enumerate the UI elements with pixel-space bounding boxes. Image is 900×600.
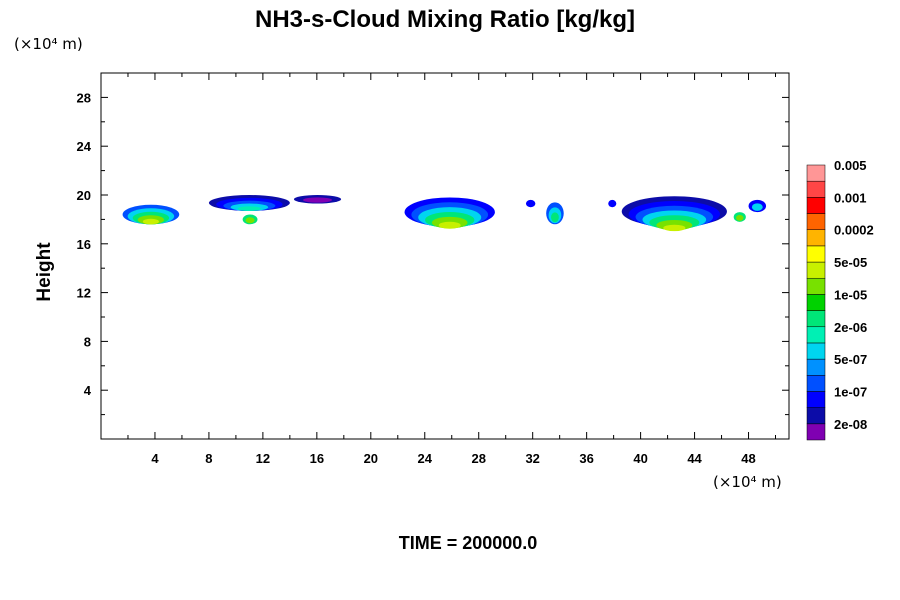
colorbar-label: 0.0002 bbox=[834, 223, 874, 238]
colorbar-label: 5e-07 bbox=[834, 352, 867, 367]
y-tick-label: 4 bbox=[84, 383, 92, 398]
colorbar-label: 0.001 bbox=[834, 190, 867, 205]
cloud-contour bbox=[663, 224, 686, 232]
colorbar: 2e-08 1e-07 5e-07 2e-06 1e-05 5e-05 0.0002 0.00… bbox=[806, 158, 874, 441]
plot-frame bbox=[100, 72, 790, 440]
y-axis-unit-label: (×10⁴ m) bbox=[14, 35, 83, 53]
cloud-contour bbox=[142, 218, 160, 225]
colorbar-swatch bbox=[806, 391, 826, 408]
colorbar-swatch bbox=[806, 277, 826, 295]
y-tick-label: 8 bbox=[84, 334, 91, 349]
cloud-contour bbox=[245, 217, 255, 224]
y-tick-label: 24 bbox=[77, 139, 92, 154]
colorbar-swatch bbox=[806, 213, 826, 230]
cloud-contour bbox=[751, 203, 763, 211]
y-tick-label: 28 bbox=[77, 90, 91, 105]
colorbar-swatch bbox=[806, 245, 826, 263]
y-axis-label: Height bbox=[34, 242, 55, 302]
colorbar-label: 1e-05 bbox=[834, 287, 867, 302]
x-tick-label: 8 bbox=[205, 451, 212, 466]
colorbar-label: 1e-07 bbox=[834, 384, 867, 399]
colorbar-swatch bbox=[806, 180, 826, 198]
colorbar-swatch bbox=[806, 358, 826, 376]
colorbar-swatch bbox=[806, 261, 826, 279]
x-tick-label: 40 bbox=[633, 451, 647, 466]
x-tick-label: 4 bbox=[151, 451, 159, 466]
colorbar-swatch bbox=[806, 423, 826, 441]
cloud-contour bbox=[608, 199, 617, 208]
x-tick-label: 28 bbox=[471, 451, 485, 466]
x-tick-label: 48 bbox=[741, 451, 755, 466]
x-axis-unit-label: (×10⁴ m) bbox=[713, 473, 782, 491]
cloud-contour bbox=[551, 212, 559, 223]
cloud-contour bbox=[525, 199, 536, 208]
cloud-field bbox=[122, 195, 767, 232]
colorbar-label: 0.005 bbox=[834, 158, 867, 173]
colorbar-swatch bbox=[806, 229, 826, 247]
colorbar-swatch bbox=[806, 407, 826, 425]
colorbar-swatch bbox=[806, 294, 826, 311]
y-tick-label: 20 bbox=[77, 188, 91, 203]
colorbar-swatch bbox=[806, 164, 826, 182]
colorbar-swatch bbox=[806, 197, 826, 214]
x-tick-label: 16 bbox=[310, 451, 324, 466]
y-tick-label: 16 bbox=[77, 237, 91, 252]
colorbar-swatch bbox=[806, 310, 826, 328]
x-tick-label: 44 bbox=[687, 451, 702, 466]
x-tick-label: 20 bbox=[364, 451, 378, 466]
y-tick-label: 12 bbox=[77, 286, 91, 301]
cloud-contour bbox=[302, 197, 333, 203]
x-tick-label: 24 bbox=[418, 451, 433, 466]
colorbar-swatch bbox=[806, 342, 826, 360]
time-footer: TIME = 200000.0 bbox=[399, 533, 538, 553]
cloud-contour bbox=[237, 206, 261, 211]
colorbar-swatch bbox=[806, 326, 826, 344]
cloud-contour bbox=[438, 221, 461, 229]
colorbar-label: 2e-08 bbox=[834, 417, 867, 432]
colorbar-label: 2e-06 bbox=[834, 320, 867, 335]
x-tick-label: 36 bbox=[579, 451, 593, 466]
chart-title: NH3-s-Cloud Mixing Ratio [kg/kg] bbox=[255, 6, 635, 33]
colorbar-label: 5e-05 bbox=[834, 255, 867, 270]
colorbar-swatch bbox=[806, 375, 826, 392]
x-tick-label: 12 bbox=[256, 451, 270, 466]
x-tick-label: 32 bbox=[525, 451, 539, 466]
cloud-contour bbox=[736, 214, 744, 221]
